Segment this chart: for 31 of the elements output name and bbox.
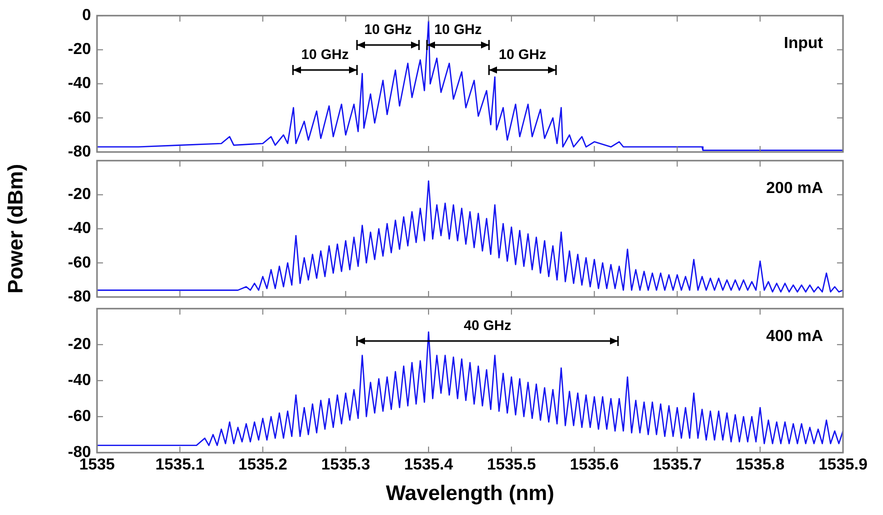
- annotation: 400 mA: [766, 328, 824, 346]
- x-tick-label: 1535.7: [652, 456, 702, 474]
- x-tick-label: 1535.4: [404, 456, 454, 474]
- annotation: 40 GHz: [462, 317, 512, 333]
- annotation: 10 GHz: [433, 21, 483, 37]
- x-tick-label: 1535.2: [238, 456, 288, 474]
- y-tick-label: -80: [68, 143, 92, 160]
- y-tick-label: -60: [68, 408, 92, 426]
- y-tick-label: -20: [68, 186, 92, 204]
- y-tick-label: -20: [68, 41, 92, 58]
- x-tick-label: 1535.5: [486, 456, 536, 474]
- y-tick-label: -40: [68, 220, 92, 238]
- x-axis-title: Wavelength (nm): [386, 482, 554, 506]
- x-tick-label: 1535.1: [155, 456, 204, 474]
- x-tick-label: 1535.8: [736, 456, 785, 474]
- annotation: 200 mA: [766, 180, 824, 198]
- y-tick-label: -40: [68, 75, 92, 92]
- annotation: Input: [784, 35, 824, 52]
- annotation: 10 GHz: [300, 46, 350, 62]
- y-tick-label: -20: [68, 336, 92, 354]
- y-tick-label: -60: [68, 109, 92, 126]
- x-tick-label: 1535.3: [321, 456, 370, 474]
- y-tick-label: -60: [68, 254, 92, 272]
- y-tick-label: -40: [68, 372, 92, 390]
- x-tick-label: 1535.6: [570, 456, 619, 474]
- y-tick-label: -80: [68, 288, 92, 306]
- x-tick-label: 1535.9: [818, 456, 868, 474]
- annotation: 10 GHz: [498, 46, 548, 62]
- annotation: 10 GHz: [363, 21, 413, 37]
- y-axis-title: Power (dBm): [4, 164, 28, 294]
- y-tick-label: 0: [82, 7, 92, 24]
